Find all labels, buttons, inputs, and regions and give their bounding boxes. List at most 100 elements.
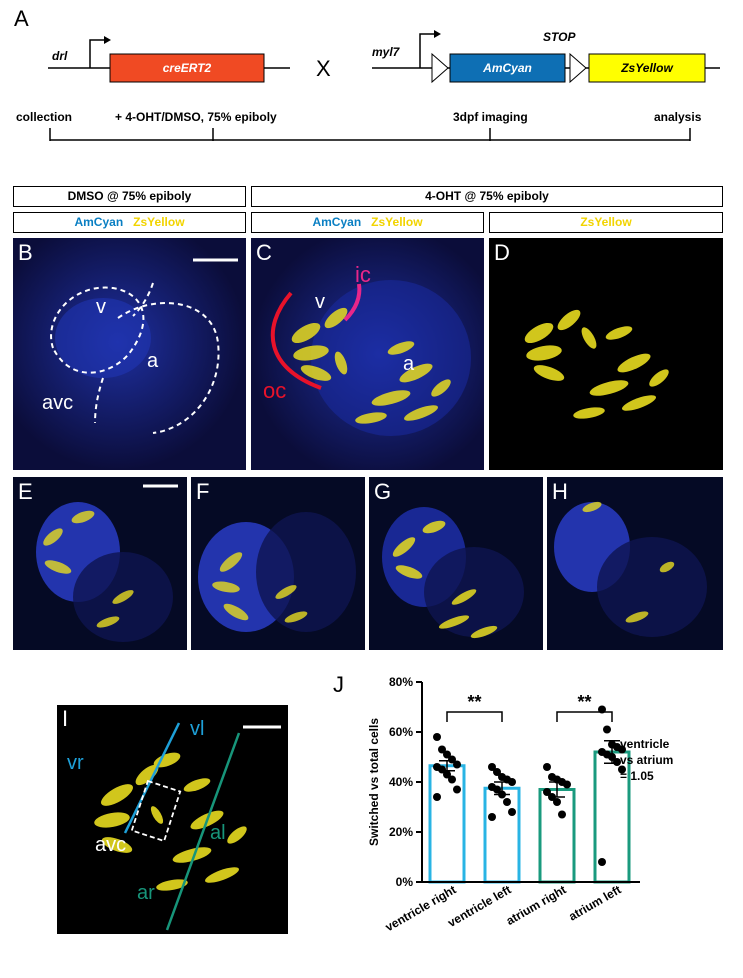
data-point bbox=[433, 793, 441, 801]
bar bbox=[428, 764, 466, 884]
loxp-site-1 bbox=[431, 52, 449, 84]
micrograph-h bbox=[547, 477, 723, 650]
data-point bbox=[448, 775, 456, 784]
panel-letter-a: A bbox=[14, 6, 29, 31]
data-point bbox=[448, 755, 456, 764]
timeline bbox=[49, 128, 691, 141]
y-tick-label: 20% bbox=[389, 825, 413, 839]
data-point bbox=[548, 793, 556, 801]
data-point bbox=[613, 758, 621, 766]
y-tick-label: 0% bbox=[396, 875, 414, 889]
condition-dmso: DMSO @ 75% epiboly bbox=[13, 186, 246, 207]
ratio-annotation: ventricle bbox=[620, 737, 670, 751]
data-point bbox=[603, 725, 611, 734]
micrograph-e bbox=[13, 477, 187, 650]
y-tick-label: 80% bbox=[389, 675, 413, 689]
amcyan-box bbox=[449, 53, 566, 83]
data-point bbox=[443, 770, 451, 779]
significance-label: ** bbox=[577, 692, 591, 712]
condition-4oht: 4-OHT @ 75% epiboly bbox=[251, 186, 723, 207]
data-point bbox=[508, 778, 516, 786]
micrograph-i bbox=[57, 705, 288, 934]
creert2-box bbox=[109, 53, 265, 83]
data-point bbox=[558, 810, 566, 819]
data-point bbox=[488, 813, 496, 821]
data-point bbox=[453, 785, 461, 794]
cross-symbol: X bbox=[316, 56, 331, 81]
label-i-avc: avc bbox=[95, 834, 127, 856]
timeline-collection: collection bbox=[16, 110, 73, 124]
timeline-treatment: + 4-OHT/DMSO, 75% epiboly bbox=[115, 110, 277, 124]
micrograph-f bbox=[191, 477, 365, 650]
data-point bbox=[443, 750, 451, 759]
label-b-a: a bbox=[147, 350, 159, 372]
data-point bbox=[498, 790, 506, 799]
label-c-oc: oc bbox=[263, 378, 287, 403]
significance-label: ** bbox=[467, 692, 481, 712]
loxp-site-2 bbox=[569, 52, 587, 84]
data-point bbox=[488, 763, 496, 771]
data-point bbox=[618, 745, 626, 754]
data-point bbox=[503, 798, 511, 806]
panel-letter-h: H bbox=[552, 479, 568, 504]
micrograph-d bbox=[489, 238, 723, 470]
channel-label-b: AmCyan ZsYellow bbox=[13, 212, 246, 233]
timeline-analysis: analysis bbox=[654, 110, 702, 124]
timeline-imaging: 3dpf imaging bbox=[453, 110, 528, 124]
data-point bbox=[433, 733, 441, 741]
ratio-annotation: = 1.05 bbox=[620, 769, 654, 783]
panel-letter-g: G bbox=[374, 479, 392, 504]
x-tick-label: ventricle right bbox=[383, 882, 459, 934]
ratio-annotation: vs atrium bbox=[620, 753, 673, 767]
y-tick-label: 60% bbox=[389, 725, 413, 739]
data-point bbox=[618, 765, 626, 774]
data-point bbox=[563, 780, 571, 789]
promoter-drl: drl bbox=[52, 49, 68, 63]
label-i-vl: vl bbox=[190, 718, 205, 740]
channel-label-d: ZsYellow bbox=[489, 212, 723, 233]
promoter-myl7: myl7 bbox=[372, 45, 400, 59]
panel-letter-f: F bbox=[196, 479, 210, 504]
significance-bracket bbox=[446, 711, 503, 722]
zsyellow-box bbox=[588, 53, 706, 83]
data-point bbox=[598, 858, 606, 866]
data-point bbox=[553, 798, 561, 806]
panel-letter-e: E bbox=[18, 479, 33, 504]
data-point bbox=[543, 788, 551, 796]
label-b-v: v bbox=[96, 296, 106, 318]
micrograph-b bbox=[13, 238, 246, 470]
data-point bbox=[608, 753, 616, 761]
label-c-v: v bbox=[315, 291, 325, 313]
panel-letter-c: C bbox=[256, 240, 272, 265]
panel-letter-b: B bbox=[18, 240, 33, 265]
construct-diagram bbox=[48, 30, 720, 84]
gene-creert2: creERT2 bbox=[162, 61, 212, 75]
data-point bbox=[453, 760, 461, 769]
gene-amcyan: AmCyan bbox=[483, 61, 532, 75]
stop-label: STOP bbox=[543, 30, 576, 44]
micrograph-g bbox=[369, 477, 543, 650]
data-point bbox=[438, 765, 446, 774]
label-c-a: a bbox=[403, 353, 415, 375]
bar bbox=[483, 786, 521, 884]
y-tick-label: 40% bbox=[389, 775, 413, 789]
gene-zsyellow: ZsYellow bbox=[621, 61, 673, 75]
panel-letter-j: J bbox=[333, 672, 344, 697]
label-i-al: al bbox=[210, 822, 226, 844]
data-point bbox=[438, 745, 446, 754]
data-point bbox=[493, 785, 501, 794]
label-i-ar: ar bbox=[137, 882, 155, 904]
channel-label-c: AmCyan ZsYellow bbox=[251, 212, 484, 233]
x-tick-label: atrium right bbox=[504, 882, 569, 927]
data-point bbox=[508, 808, 516, 816]
label-i-vr: vr bbox=[67, 752, 84, 774]
label-b-avc: avc bbox=[42, 392, 74, 414]
panel-letter-d: D bbox=[494, 240, 510, 265]
micrograph-c bbox=[251, 238, 484, 470]
significance-bracket bbox=[556, 711, 613, 722]
label-c-ic: ic bbox=[355, 262, 371, 287]
bar-chart-j: 0% 20% 40% 60% 80% Switched vs total cells ven… bbox=[367, 675, 673, 934]
panel-letter-i: I bbox=[62, 706, 69, 731]
data-point bbox=[543, 763, 551, 771]
data-point bbox=[493, 768, 501, 776]
